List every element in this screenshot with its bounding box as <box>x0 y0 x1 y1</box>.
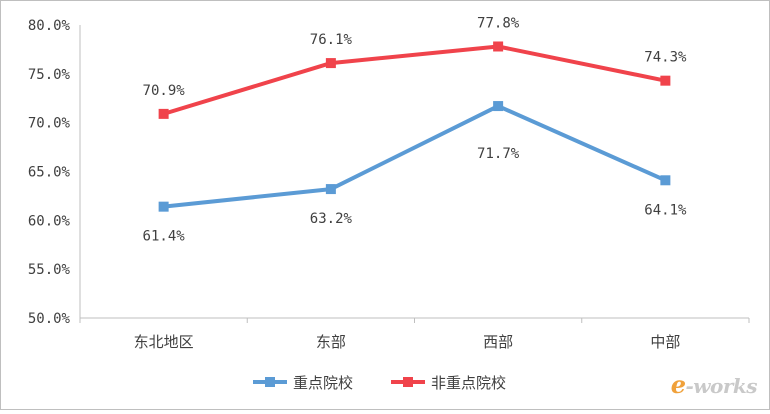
legend-item-1: 重点院校 <box>253 374 353 392</box>
data-label: 71.7% <box>477 146 520 162</box>
series-2: 70.9% 76.1% 77.8% 74.3% <box>143 15 687 119</box>
legend: 重点院校 非重点院校 <box>253 374 506 392</box>
data-label: 63.2% <box>310 211 353 227</box>
data-label: 64.1% <box>644 202 687 218</box>
legend-label: 重点院校 <box>293 374 353 392</box>
series-line <box>161 104 668 209</box>
data-point <box>660 175 671 186</box>
y-tick-label: 70.0% <box>28 116 71 132</box>
y-tick-label: 55.0% <box>28 262 71 278</box>
data-point <box>325 58 336 69</box>
series-1: 61.4% 63.2% 71.7% 64.1% <box>143 101 687 245</box>
legend-marker <box>265 377 275 387</box>
legend-label: 非重点院校 <box>431 374 506 392</box>
y-tick-label: 65.0% <box>28 165 71 181</box>
data-point <box>493 101 504 112</box>
data-label: 70.9% <box>143 83 186 99</box>
data-point <box>325 184 336 195</box>
series-group: 61.4% 63.2% 71.7% 64.1% 70.9% 76.1% 77.8% 74.3% <box>143 15 687 244</box>
legend-marker <box>403 377 413 387</box>
y-tick-label: 50.0% <box>28 311 71 327</box>
axes <box>79 25 750 323</box>
data-point <box>158 201 169 212</box>
y-tick-label: 80.0% <box>28 18 71 34</box>
legend-item-2: 非重点院校 <box>391 374 506 392</box>
y-tick-labels: 50.0% 55.0% 60.0% 65.0% 70.0% 75.0% 80.0% <box>28 18 71 327</box>
series-line <box>161 44 668 116</box>
y-tick-label: 60.0% <box>28 213 71 229</box>
e-works-logo: e-works <box>670 370 758 399</box>
data-label: 61.4% <box>143 229 186 245</box>
data-point <box>158 108 169 119</box>
data-point <box>660 75 671 86</box>
x-tick-label: 东部 <box>316 333 346 351</box>
data-label: 74.3% <box>644 50 687 66</box>
x-tick-labels: 东北地区 东部 西部 中部 <box>134 333 681 351</box>
x-tick-label: 东北地区 <box>134 333 194 351</box>
y-tick-label: 75.0% <box>28 67 71 83</box>
x-tick-label: 西部 <box>483 333 513 351</box>
data-label: 76.1% <box>310 32 353 48</box>
x-tick-label: 中部 <box>650 333 680 351</box>
data-label: 77.8% <box>477 15 520 31</box>
data-point <box>493 41 504 52</box>
